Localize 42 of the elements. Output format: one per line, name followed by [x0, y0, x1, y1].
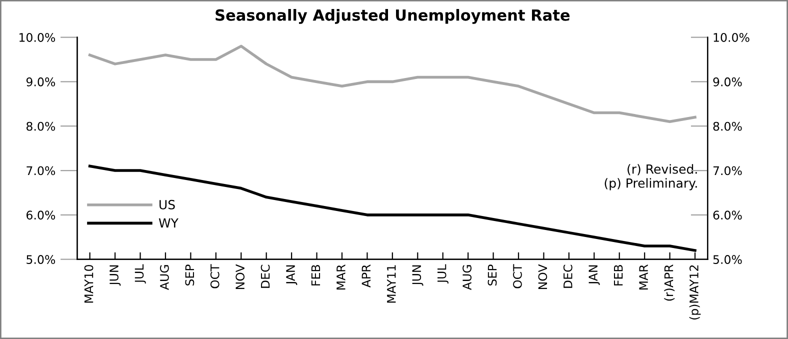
- line-series: [88, 44, 696, 124]
- x-tick-label: DEC: [260, 264, 270, 288]
- y2-tick-label: 10.0%: [714, 33, 750, 42]
- annotation: (r) Revised. (p) Preliminary.: [604, 164, 697, 190]
- legend-label: US: [160, 200, 175, 210]
- x-tick-label: NOV: [236, 264, 245, 290]
- x-tick-label: MAY11: [387, 265, 396, 303]
- y2-tick-label: 8.0%: [713, 122, 742, 131]
- x-tick-label: JAN: [286, 265, 298, 285]
- x-tick-label: MAY10: [84, 264, 94, 303]
- x-tick-label: FEB: [614, 265, 623, 286]
- y-tick-label: 6.0%: [26, 210, 56, 220]
- x-tick-label: (p)MAY12: [689, 265, 701, 320]
- y2-tick-label: 7.0%: [713, 166, 742, 176]
- y-tick-label: 7.0%: [26, 166, 56, 176]
- x-tick-label: NOV: [538, 264, 548, 290]
- y-tick-label: 9.0%: [26, 77, 56, 86]
- y2-tick-label: 9.0%: [713, 77, 742, 86]
- x-tick-label: MAR: [336, 264, 346, 290]
- y2-tick-label: 5.0%: [713, 255, 742, 264]
- x-tick-label: OCT: [513, 264, 522, 288]
- x-tick-label: SEP: [488, 264, 497, 286]
- y-tick-label: 8.0%: [26, 122, 56, 131]
- x-tick-label: OCT: [210, 264, 220, 288]
- x-tick-label: JUN: [412, 265, 424, 286]
- x-tick-label: JUL: [438, 264, 448, 284]
- x-tick-label: APR: [362, 264, 370, 288]
- x-tick-label: JUL: [134, 264, 146, 284]
- y-tick-label: 5.0%: [26, 255, 56, 264]
- chart-title: Seasonally Adjusted Unemployment Rate: [216, 9, 570, 24]
- x-tick-label: AUG: [160, 265, 169, 290]
- y-tick-label: 10.0%: [19, 33, 56, 42]
- x-tick-label: AUG: [462, 265, 472, 290]
- x-tick-label: JUN: [110, 265, 121, 286]
- x-tick-label: MAR: [639, 264, 648, 290]
- x-tick-label: FEB: [311, 265, 320, 286]
- x-tick-label: (r)APR: [664, 264, 675, 301]
- x-tick-label: DEC: [563, 264, 572, 288]
- x-tick-label: SEP: [185, 264, 194, 286]
- y2-tick-label: 6.0%: [713, 210, 742, 220]
- legend-label: WY: [158, 218, 178, 228]
- x-tick-label: JAN: [588, 265, 600, 285]
